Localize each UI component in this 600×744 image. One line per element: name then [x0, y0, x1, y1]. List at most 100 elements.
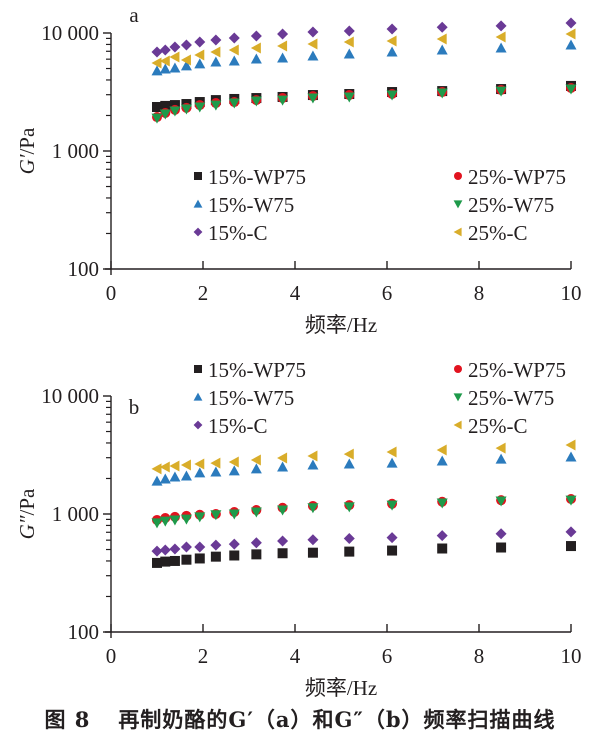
data-point [228, 456, 239, 468]
legend-marker [193, 227, 203, 237]
legend-item: 25%-W75 [453, 193, 554, 217]
data-point [386, 446, 397, 458]
legend-label: 15%-C [208, 414, 268, 438]
data-point [343, 448, 354, 460]
data-point [495, 496, 507, 507]
figure-number: 图 8 [44, 707, 91, 732]
legend-item: 15%-WP75 [194, 358, 306, 382]
y-tick-label: 1 000 [52, 139, 99, 163]
data-point [180, 541, 192, 553]
x-axis-title: 频率/Hz [305, 313, 377, 337]
legend-label: 15%-WP75 [208, 165, 306, 189]
data-point [159, 544, 171, 556]
data-point [180, 39, 192, 51]
series-25%-W75 [151, 495, 577, 529]
legend-label: 15%-WP75 [208, 358, 306, 382]
x-tick-label: 2 [198, 644, 209, 668]
data-point [277, 452, 288, 464]
data-point [343, 92, 355, 103]
legend-item: 15%-W75 [193, 386, 294, 410]
panel-label: b [129, 395, 140, 419]
y-tick-label: 10 000 [41, 21, 99, 45]
data-point [180, 470, 192, 481]
data-point [307, 459, 319, 470]
panel-label: a [129, 3, 139, 27]
data-point [250, 537, 262, 549]
data-point [250, 463, 262, 474]
data-point [151, 463, 162, 475]
series-25%-W75 [151, 84, 577, 124]
y-axis-title-unit: /Pa [15, 127, 39, 155]
legend-item: 25%-C [453, 221, 528, 245]
data-point [194, 553, 205, 564]
legend-marker [194, 172, 202, 180]
data-point [210, 100, 222, 111]
data-point [152, 101, 162, 112]
legend: 15%-WP75 25%-WP75 15%-W75 25%-W75 15%-C 25%-C [193, 358, 566, 438]
data-point [180, 104, 192, 115]
data-point [159, 473, 171, 484]
data-point [307, 503, 319, 514]
data-point [307, 50, 319, 61]
data-point [565, 17, 577, 29]
data-point [565, 28, 576, 40]
legend-marker [194, 365, 202, 373]
data-point [436, 21, 448, 33]
data-point [169, 460, 180, 472]
data-point [566, 541, 576, 552]
data-point [169, 51, 180, 63]
data-point [436, 444, 447, 456]
data-point [194, 36, 206, 48]
data-point [436, 33, 447, 45]
data-point [228, 98, 240, 109]
legend-item: 15%-C [193, 221, 268, 245]
data-point [194, 467, 206, 478]
legend-marker [193, 392, 203, 401]
data-point [307, 38, 318, 50]
x-tick-label: 2 [198, 281, 209, 305]
data-point [495, 20, 507, 32]
data-point [180, 54, 191, 66]
legend-marker [193, 199, 203, 208]
legend: 15%-WP75 25%-WP75 15%-W75 25%-W75 15%-C 25%-C [193, 165, 566, 245]
data-point [277, 52, 289, 63]
data-point [250, 42, 261, 54]
data-point [436, 44, 448, 55]
data-point [386, 90, 398, 101]
data-point [436, 498, 448, 509]
data-point [151, 475, 163, 486]
data-point [387, 545, 398, 556]
data-point [210, 551, 221, 562]
series-15%-WP75 [152, 541, 576, 568]
data-point [160, 100, 171, 111]
legend-label: 15%-C [208, 221, 268, 245]
y-axis-title: G″/Pa [15, 488, 39, 539]
data-point [250, 454, 261, 466]
data-point [169, 471, 181, 482]
legend-item: 15%-W75 [193, 193, 294, 217]
data-point [436, 88, 448, 99]
data-point [194, 541, 206, 553]
data-point [565, 84, 577, 95]
data-point [307, 450, 318, 462]
data-point [495, 442, 506, 454]
data-point [180, 459, 191, 471]
y-tick-label: 100 [68, 620, 100, 644]
data-point [169, 555, 180, 566]
legend-item: 25%-W75 [453, 386, 554, 410]
series-25%-C [151, 439, 576, 475]
legend-item: 25%-WP75 [454, 358, 566, 382]
x-tick-label: 4 [290, 281, 301, 305]
data-point [169, 106, 181, 117]
data-point [495, 86, 507, 97]
data-point [565, 495, 577, 506]
data-point [152, 557, 162, 568]
data-point [210, 457, 221, 469]
data-point [250, 507, 262, 518]
data-point [495, 453, 507, 464]
data-point [277, 40, 288, 52]
data-point [386, 46, 398, 57]
data-point [228, 55, 240, 66]
legend-marker [453, 227, 462, 237]
data-point [169, 41, 181, 53]
